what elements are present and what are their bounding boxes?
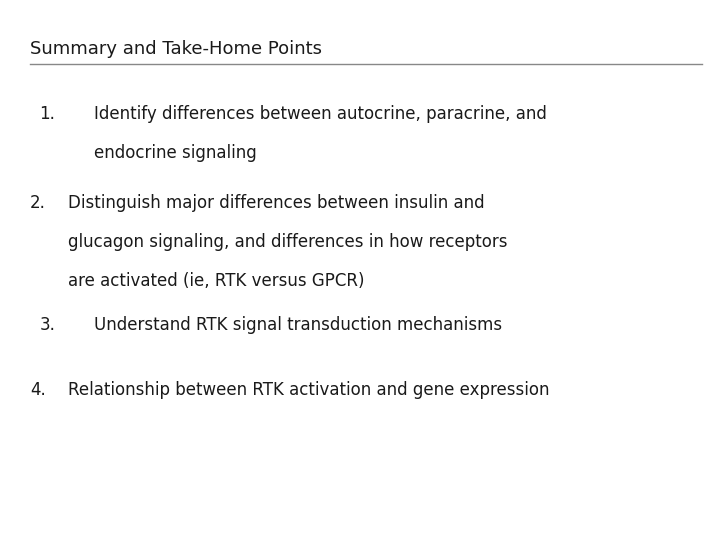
Text: Understand RTK signal transduction mechanisms: Understand RTK signal transduction mecha… [94,316,502,334]
Text: glucagon signaling, and differences in how receptors: glucagon signaling, and differences in h… [68,233,508,251]
Text: endocrine signaling: endocrine signaling [94,144,256,162]
Text: Relationship between RTK activation and gene expression: Relationship between RTK activation and … [68,381,550,399]
Text: 2.: 2. [30,194,46,212]
Text: 4.: 4. [30,381,46,399]
Text: Summary and Take-Home Points: Summary and Take-Home Points [30,40,323,58]
Text: 1.: 1. [40,105,55,123]
Text: are activated (ie, RTK versus GPCR): are activated (ie, RTK versus GPCR) [68,272,365,290]
Text: 3.: 3. [40,316,55,334]
Text: Identify differences between autocrine, paracrine, and: Identify differences between autocrine, … [94,105,546,123]
Text: Distinguish major differences between insulin and: Distinguish major differences between in… [68,194,485,212]
